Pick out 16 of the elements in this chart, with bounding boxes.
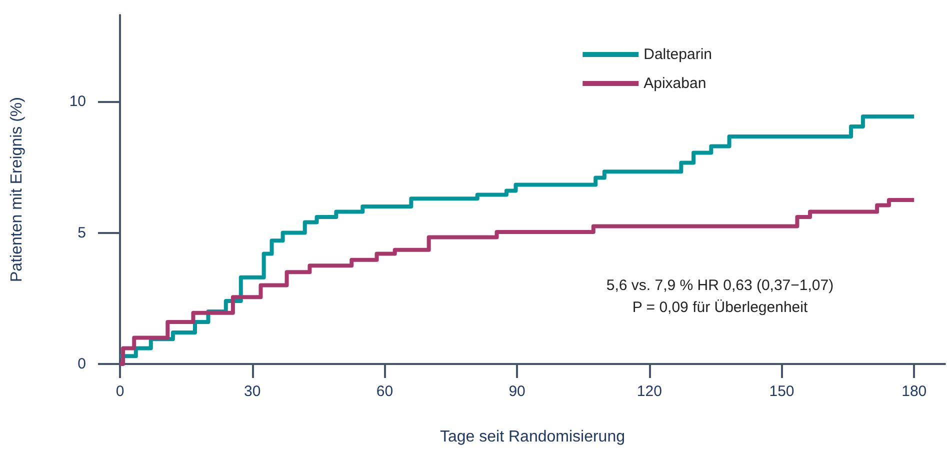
annotation: 5,6 vs. 7,9 % HR 0,63 (0,37−1,07) bbox=[606, 277, 834, 294]
legend-label: Dalteparin bbox=[644, 46, 712, 63]
y-tick-label: 0 bbox=[78, 356, 86, 372]
y-tick-label: 10 bbox=[69, 93, 86, 110]
x-tick-label: 90 bbox=[508, 383, 526, 400]
x-tick-label: 0 bbox=[116, 383, 124, 400]
legend-label: Apixaban bbox=[644, 75, 706, 92]
x-tick-label: 120 bbox=[636, 383, 662, 400]
annotation: P = 0,09 für Überlegenheit bbox=[632, 299, 808, 316]
y-axis-title: Patienten mit Ereignis (%) bbox=[8, 97, 26, 282]
x-tick-label: 150 bbox=[769, 383, 794, 400]
x-tick-label: 180 bbox=[902, 383, 927, 400]
x-axis-title: Tage seit Randomisierung bbox=[440, 428, 625, 446]
x-tick-label: 30 bbox=[244, 383, 261, 400]
y-tick-label: 5 bbox=[78, 224, 86, 242]
x-tick-label: 60 bbox=[376, 383, 394, 400]
